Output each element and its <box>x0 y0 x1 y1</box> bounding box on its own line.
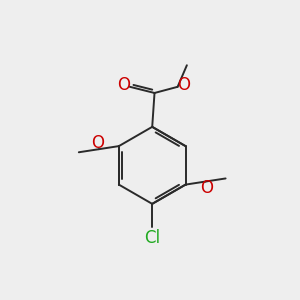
Text: O: O <box>177 76 190 94</box>
Text: O: O <box>200 179 213 197</box>
Text: Cl: Cl <box>144 229 160 247</box>
Text: O: O <box>92 134 105 152</box>
Text: O: O <box>117 76 130 94</box>
